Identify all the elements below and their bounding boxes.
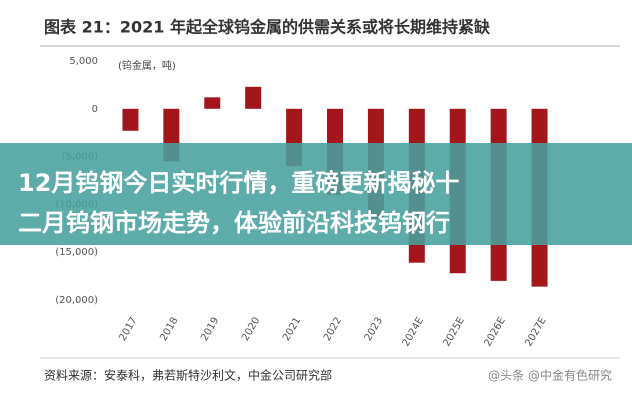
y-tick-label: 0 bbox=[92, 104, 98, 115]
bar bbox=[122, 108, 139, 131]
watermark: @头条 @中金有色研究 bbox=[488, 368, 612, 383]
y-tick-label: (20,000) bbox=[55, 295, 98, 306]
banner-background bbox=[0, 143, 632, 245]
overlay-line: 12月钨钢今日实时行情，重磅更新揭秘十 bbox=[18, 169, 459, 197]
chart-title: 图表 21：2021 年起全球钨金属的供需关系或将长期维持紧缺 bbox=[44, 18, 491, 37]
source: 资料来源：安泰科，弗若斯特沙利文，中金公司研究部 bbox=[44, 368, 332, 383]
bar bbox=[245, 86, 262, 109]
overlay-banner: 12月钨钢今日实时行情，重磅更新揭秘十 二月钨钢市场走势，体验前沿科技钨钢行 bbox=[0, 143, 632, 245]
overlay-line: 二月钨钢市场走势，体验前沿科技钨钢行 bbox=[18, 209, 450, 237]
y-tick-label: (15,000) bbox=[55, 247, 98, 258]
bar bbox=[204, 97, 221, 109]
unit-label: (钨金属，吨) bbox=[118, 59, 176, 72]
y-tick-label: 5,000 bbox=[69, 56, 98, 67]
